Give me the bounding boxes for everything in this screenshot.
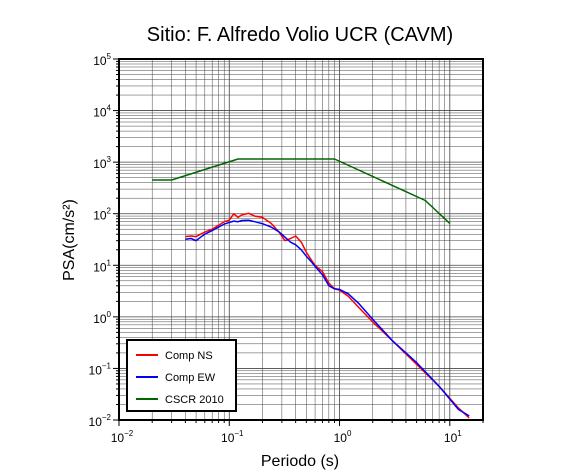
chart-title: Sitio: F. Alfredo Volio UCR (CAVM) xyxy=(147,24,453,46)
axis-ticks xyxy=(113,58,484,426)
legend-label: CSCR 2010 xyxy=(165,394,224,406)
x-tick-label: 100 xyxy=(334,429,352,445)
plot-frame xyxy=(118,58,484,421)
x-tick-label: 101 xyxy=(444,429,462,445)
y-tick-label: 10−2 xyxy=(89,413,112,429)
series-layer xyxy=(152,158,470,419)
y-tick-label: 101 xyxy=(93,258,111,274)
y-axis-label: PSA(cm/s²) xyxy=(61,199,78,281)
series-line-comp-ew xyxy=(185,219,470,417)
y-tick-labels: 10−2 10−1 100 101 102 103 104 105 xyxy=(89,52,112,429)
y-tick-label: 102 xyxy=(93,207,111,223)
y-tick-label: 100 xyxy=(93,310,111,326)
y-tick-label: 105 xyxy=(93,52,111,68)
x-tick-label: 10−1 xyxy=(221,429,244,445)
series-line-cscr-2010 xyxy=(152,158,451,224)
x-tick-label: 10−2 xyxy=(111,429,134,445)
legend-label: Comp NS xyxy=(165,350,213,362)
legend-label: Comp EW xyxy=(165,372,216,384)
x-tick-labels: 10−2 10−1 100 101 xyxy=(111,429,463,445)
y-tick-label: 103 xyxy=(93,155,111,171)
legend-items: Comp NS Comp EW CSCR 2010 xyxy=(136,350,224,406)
y-tick-label: 10−1 xyxy=(89,361,112,377)
legend: Comp NS Comp EW CSCR 2010 xyxy=(126,339,237,412)
x-axis-label: Periodo (s) xyxy=(261,453,339,470)
y-tick-label: 104 xyxy=(93,104,111,120)
